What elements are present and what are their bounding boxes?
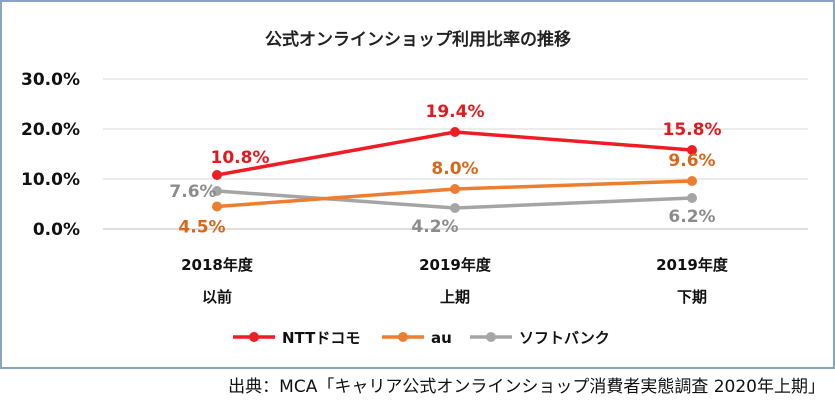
series-point [450,184,460,194]
series-group [212,127,697,213]
series-point [212,201,222,212]
source-note: 出典：MCA「キャリア公式オンラインショップ消費者実態調査 2020年上期」 [228,377,825,397]
y-tick-label: 30.0% [21,70,80,90]
series-point [450,203,460,213]
data-label: 8.0% [431,159,478,179]
y-tick-label: 20.0% [21,120,80,140]
series-point [212,170,222,180]
series-point [450,127,460,137]
legend-swatch-marker [249,332,259,342]
x-category-label: 2019年度 [656,256,729,274]
x-category-label: 以前 [202,288,232,306]
data-label: 7.6% [169,182,216,202]
x-category-label: 2019年度 [419,256,492,274]
legend-label: au [431,329,452,347]
y-tick-label: 0.0% [33,220,80,240]
chart-frame [0,0,835,369]
data-label: 15.8% [663,120,722,140]
data-label: 10.8% [211,148,270,168]
data-label: 4.5% [178,218,225,238]
legend-label: NTTドコモ [282,329,360,347]
series-point [687,176,697,186]
data-labels: 10.8% 19.4% 15.8% 4.5% 8.0% 9.6% 7.6% 4.2% 6.2% [169,102,721,238]
x-category-label: 下期 [677,288,707,306]
legend-swatch-marker [398,332,408,342]
y-tick-label: 10.0% [21,170,80,190]
line-chart: 公式オンラインショップ利用比率の推移 0.0% 10.0% 20.0% 30.0% 2… [21,29,808,347]
y-tick-labels: 0.0% 10.0% 20.0% 30.0% [21,70,80,240]
x-category-label: 2018年度 [181,256,254,274]
legend-swatch-marker [486,332,496,342]
data-label: 4.2% [411,217,458,237]
data-label: 19.4% [426,102,485,122]
legend-label: ソフトバンク [519,329,610,347]
x-category-label: 上期 [440,288,470,306]
legend: NTTドコモ au ソフトバンク [233,329,610,347]
data-label: 6.2% [668,207,715,227]
series-point [212,186,222,196]
series-point [687,145,697,155]
chart-title: 公式オンラインショップ利用比率の推移 [265,29,571,50]
data-label: 9.6% [668,151,715,171]
series-point [687,193,697,203]
